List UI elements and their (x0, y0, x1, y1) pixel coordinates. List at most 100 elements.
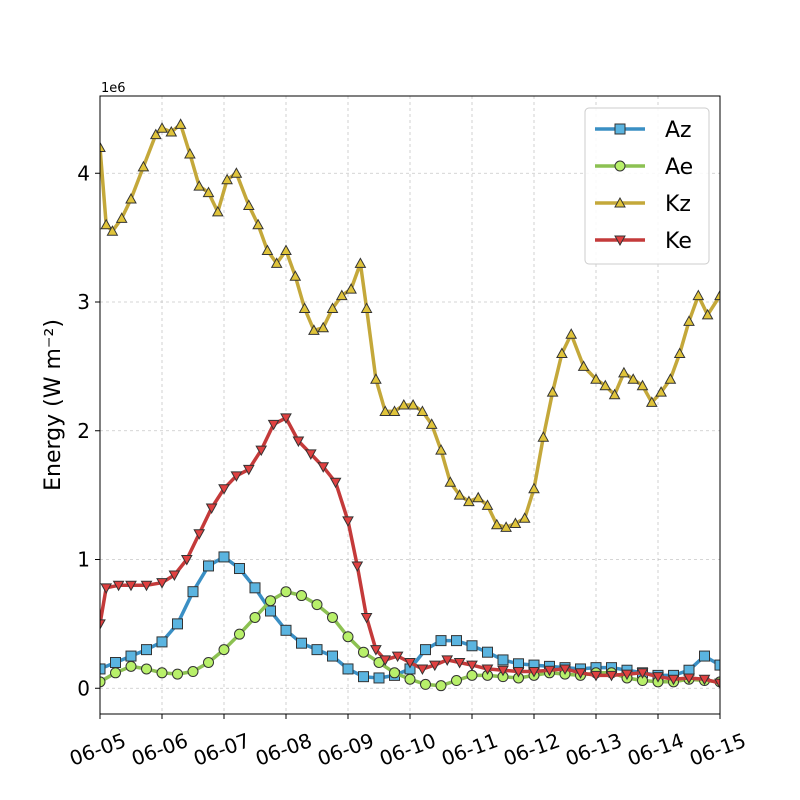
data-point-ke (574, 668, 587, 679)
data-point-ae (234, 628, 245, 640)
data-point-kz (165, 126, 178, 137)
series-kz (100, 118, 720, 532)
data-point-ke (652, 672, 664, 683)
data-point-ae (187, 666, 199, 678)
data-point-ke (453, 658, 466, 669)
data-point-ke (267, 419, 280, 431)
data-point-ae (156, 667, 168, 679)
data-point-kz (435, 444, 447, 455)
data-point-az (187, 586, 199, 598)
data-point-kz (618, 366, 630, 378)
data-point-ke (590, 670, 602, 682)
data-point-kz (463, 495, 475, 507)
data-point-kz (481, 499, 494, 510)
data-point-kz (230, 167, 243, 178)
data-point-kz (590, 373, 602, 384)
data-point-az (125, 650, 137, 662)
data-point-ke (180, 555, 193, 566)
data-point-kz (664, 373, 677, 384)
data-point-kz (673, 347, 686, 358)
data-point-kz (379, 405, 392, 416)
data-point-ke (466, 660, 478, 672)
data-point-ae (435, 680, 447, 692)
data-point-ke (404, 658, 416, 669)
legend-label: Ke (665, 229, 692, 254)
data-point-ae (218, 644, 230, 656)
data-point-az (100, 663, 106, 675)
data-point-ae (100, 676, 106, 688)
data-point-kz (280, 244, 292, 255)
data-point-kz (565, 328, 578, 339)
data-point-kz (106, 225, 119, 236)
data-point-ke (193, 529, 206, 540)
data-point-kz (599, 379, 612, 391)
data-point-kz (472, 491, 485, 503)
data-point-ke (140, 580, 153, 592)
data-point-az (141, 644, 152, 656)
x-tick-label: 06-06 (128, 728, 191, 770)
data-point-kz (636, 379, 649, 391)
data-point-az (451, 635, 462, 647)
y-offset-label: 1e6 (101, 81, 126, 96)
data-point-kz (242, 199, 255, 210)
x-tick-label: 06-14 (624, 728, 687, 770)
data-point-kz (509, 517, 522, 528)
data-point-ae (172, 668, 183, 680)
y-tick-label: 0 (77, 676, 90, 700)
data-point-kz (115, 212, 128, 223)
data-point-kz (335, 289, 348, 301)
data-point-kz (397, 398, 410, 410)
data-point-ke (351, 561, 364, 572)
data-point-kz (221, 173, 233, 185)
data-point-ae (451, 675, 462, 687)
data-point-kz (326, 302, 339, 313)
legend-label: Kz (665, 192, 691, 217)
data-point-ae (342, 631, 354, 643)
data-point-ke (205, 503, 218, 515)
legend-label: Ae (665, 155, 693, 180)
x-tick-label: 06-11 (438, 728, 501, 770)
data-point-kz (298, 302, 311, 313)
data-point-kz (453, 489, 466, 500)
x-tick-label: 06-08 (252, 728, 315, 770)
data-point-kz (370, 373, 382, 384)
data-point-kz (683, 315, 695, 326)
data-point-ae (125, 660, 137, 672)
data-point-ke (329, 477, 342, 489)
x-axis-ticks: 06-05 06-06 06-07 06-08 06-09 06-10 06-11 06-12… (66, 714, 749, 771)
data-point-kz (317, 321, 330, 333)
legend-marker (614, 196, 626, 208)
data-point-kz (252, 218, 264, 230)
data-point-ae (249, 611, 261, 623)
data-point-ae (141, 663, 152, 675)
data-point-kz (193, 180, 206, 191)
data-point-ae (203, 657, 214, 668)
data-point-kz (354, 257, 367, 268)
data-point-ke (342, 516, 354, 527)
data-point-kz (308, 324, 320, 335)
data-point-ke (683, 673, 695, 684)
data-point-az (172, 618, 183, 630)
data-point-az (373, 672, 385, 684)
legend: Az Ae Kz Ke (584, 107, 710, 265)
legend-box (584, 107, 710, 265)
plot-series (100, 118, 720, 692)
data-point-az (249, 582, 261, 594)
data-point-kz (345, 283, 357, 294)
data-point-ke (481, 664, 494, 675)
legend-item-kz: Kz (595, 192, 691, 217)
y-tick-label: 1 (77, 548, 90, 572)
data-point-kz (546, 386, 559, 397)
y-tick-label: 3 (77, 290, 90, 314)
data-point-ke (100, 619, 106, 630)
data-point-az (342, 663, 354, 675)
data-point-kz (360, 302, 373, 313)
x-tick-label: 06-09 (314, 728, 377, 770)
data-point-ae (110, 667, 121, 679)
data-point-kz (444, 476, 457, 487)
data-point-kz (537, 431, 550, 442)
data-point-ke (255, 445, 268, 457)
y-axis-label: Energy (W m⁻²) (41, 319, 66, 491)
data-point-ke (559, 664, 571, 675)
